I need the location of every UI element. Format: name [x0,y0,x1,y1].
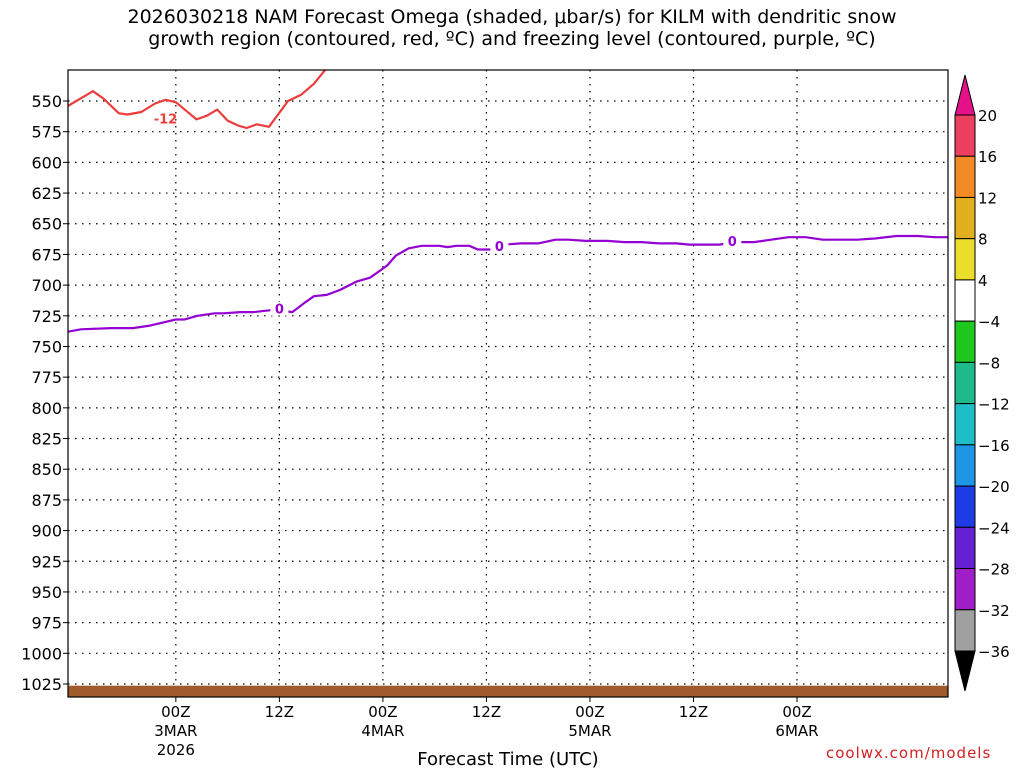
colorbar-tick-label: −28 [978,561,1010,579]
y-tick-label: 825 [31,430,62,449]
x-tick-date-label: 4MAR [361,722,404,740]
y-tick-label: 750 [31,337,62,356]
colorbar-tick-label: −8 [978,354,1000,372]
contour-label: 0 [275,303,284,318]
colorbar-tick-label: −12 [978,396,1010,414]
x-axis-label: Forecast Time (UTC) [417,749,598,768]
y-tick-label: 850 [31,460,62,479]
colorbar-tick-label: 16 [978,148,997,166]
surface-terrain-band [68,685,948,697]
colorbar-segment [954,444,976,487]
y-tick-label: 775 [31,368,62,387]
y-tick-label: 675 [31,245,62,264]
colorbar-tick-label: −32 [978,602,1010,620]
x-tick-label: 12Z [265,703,294,721]
chart-title-line1: 2026030218 NAM Forecast Omega (shaded, μ… [127,6,897,28]
x-tick-label: 12Z [679,703,708,721]
y-tick-label: 950 [31,583,62,602]
source-credit[interactable]: coolwx.com/models [826,744,992,762]
dendritic-growth-contour [68,70,327,130]
contour-label-bg [270,301,289,316]
colorbar-segment [954,485,976,528]
colorbar-segment [954,155,976,198]
contour-label-bg [723,234,742,249]
colorbar-tick-label: −36 [978,643,1010,661]
y-tick-label: 725 [31,307,62,326]
colorbar-tick-label: 12 [978,189,997,207]
y-tick-label: 800 [31,399,62,418]
y-tick-label: 700 [31,276,62,295]
y-tick-label: 900 [31,522,62,541]
contour-label-bg [490,239,509,254]
x-tick-date-label: 6MAR [775,722,818,740]
colorbar-bottom-arrow [954,650,976,692]
chart-title: 2026030218 NAM Forecast Omega (shaded, μ… [0,6,1024,50]
y-tick-label: 1000 [21,644,62,663]
y-tick-label: 925 [31,552,62,571]
y-tick-label: 600 [31,153,62,172]
y-tick-label: 1025 [21,675,62,694]
colorbar-tick-label: 4 [978,272,988,290]
y-tick-label: 875 [31,491,62,510]
colorbar-tick-label: 8 [978,231,988,249]
colorbar-segment [954,320,976,363]
contour-label: 0 [495,240,504,255]
y-tick-label: 550 [31,92,62,111]
contour-label: -12 [154,112,178,127]
y-tick-label: 575 [31,123,62,142]
colorbar-segment [954,609,976,652]
colorbar-segment [954,568,976,611]
x-tick-label: 00Z [161,703,190,721]
colorbar-top-arrow [954,74,976,116]
colorbar-segment [954,114,976,157]
colorbar-segment [954,526,976,570]
colorbar-tick-label: 20 [978,107,997,125]
contour-label: 0 [728,235,737,250]
colorbar-tick-label: −24 [978,519,1010,537]
x-tick-date-label: 3MAR [154,722,197,740]
x-tick-label: 00Z [368,703,397,721]
contour-label-bg [156,111,175,126]
colorbar-segment [954,361,976,405]
y-tick-label: 625 [31,184,62,203]
colorbar-tick-label: −16 [978,437,1010,455]
plot-frame [67,69,949,698]
colorbar-segment [954,279,976,322]
y-tick-label: 975 [31,614,62,633]
x-tick-date-label: 5MAR [568,722,611,740]
colorbar-segment [954,403,976,446]
chart-title-line2: growth region (contoured, red, ºC) and f… [148,28,876,50]
colorbar-tick-label: −20 [978,478,1010,496]
x-tick-label: 12Z [472,703,501,721]
x-tick-year-label: 2026 [157,741,195,759]
x-tick-label: 00Z [782,703,811,721]
colorbar-tick-label: −4 [978,313,1000,331]
y-tick-label: 650 [31,215,62,234]
colorbar-segment [954,196,976,240]
freezing-level-contour [68,234,948,333]
colorbar-segment [954,238,976,281]
x-tick-label: 00Z [575,703,604,721]
